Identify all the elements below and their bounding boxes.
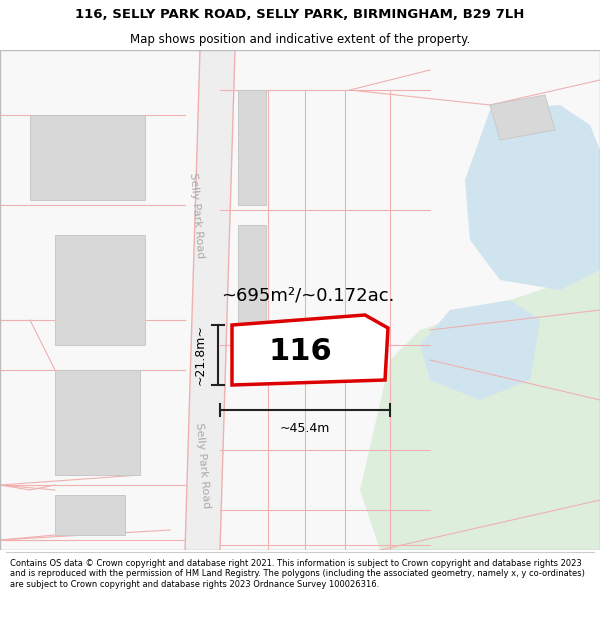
Bar: [55, 235, 145, 345]
Text: ~45.4m: ~45.4m: [280, 421, 330, 434]
Polygon shape: [465, 105, 600, 290]
Polygon shape: [185, 50, 235, 550]
Bar: [30, 115, 145, 200]
Polygon shape: [420, 300, 540, 400]
Bar: [238, 225, 266, 325]
Polygon shape: [360, 270, 600, 550]
Bar: [238, 90, 266, 205]
Text: 116, SELLY PARK ROAD, SELLY PARK, BIRMINGHAM, B29 7LH: 116, SELLY PARK ROAD, SELLY PARK, BIRMIN…: [76, 8, 524, 21]
Bar: [55, 370, 140, 475]
Text: Selly Park Road: Selly Park Road: [194, 422, 212, 508]
Text: Selly Park Road: Selly Park Road: [188, 172, 206, 258]
Polygon shape: [490, 95, 555, 140]
Text: 116: 116: [268, 338, 332, 366]
Text: Map shows position and indicative extent of the property.: Map shows position and indicative extent…: [130, 32, 470, 46]
Text: ~21.8m~: ~21.8m~: [193, 324, 206, 386]
Bar: [55, 495, 125, 535]
Text: Contains OS data © Crown copyright and database right 2021. This information is : Contains OS data © Crown copyright and d…: [10, 559, 584, 589]
Polygon shape: [232, 315, 388, 385]
Text: ~695m²/~0.172ac.: ~695m²/~0.172ac.: [221, 286, 395, 304]
